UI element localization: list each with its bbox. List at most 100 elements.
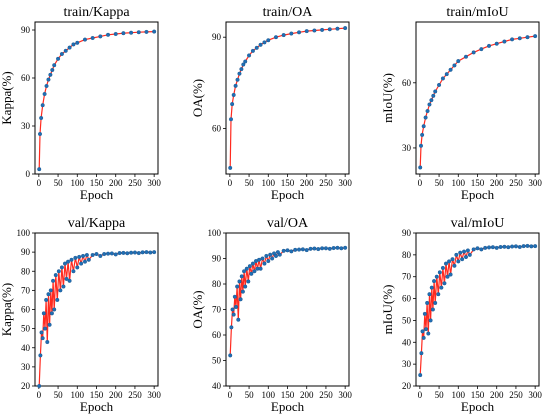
data-point (244, 266, 249, 271)
data-point (50, 67, 55, 72)
data-point (64, 276, 69, 281)
chart-panel-5: val/mIoU Epoch mIoU(%) 0 50 100 150 200 250 300 20… (380, 216, 542, 414)
data-point (231, 312, 236, 317)
data-point (327, 27, 332, 32)
data-point (52, 307, 57, 312)
data-point (46, 77, 51, 82)
chart-panel-2: train/mIoU Epoch mIoU(%) 0 50 100 150 200 250 300… (380, 5, 542, 202)
chart-title: train/OA (263, 5, 314, 20)
y-tick-label: 90 (21, 247, 31, 257)
data-point (243, 284, 248, 289)
chart-title: val/Kappa (68, 216, 126, 231)
y-tick-label: 60 (402, 78, 412, 88)
data-point (75, 265, 80, 270)
data-point (422, 311, 427, 316)
data-point (343, 245, 348, 250)
x-tick-label: 100 (262, 178, 276, 188)
data-point (320, 246, 325, 251)
x-tick-label: 250 (319, 390, 333, 400)
data-point (452, 63, 457, 68)
data-point (454, 252, 459, 257)
data-point (45, 340, 50, 345)
data-point (297, 247, 302, 252)
data-point (94, 252, 99, 257)
data-point (297, 30, 302, 35)
data-point (82, 259, 87, 264)
data-point (42, 326, 47, 331)
y-tick-label: 30 (402, 143, 412, 153)
data-point (498, 244, 503, 249)
data-point (37, 167, 42, 172)
x-tick-label: 100 (452, 390, 466, 400)
y-tick-label: 60 (402, 294, 412, 304)
y-axis-label: mIoU(%) (380, 285, 395, 335)
data-point (55, 297, 60, 302)
data-point (467, 252, 472, 257)
data-point (456, 59, 461, 64)
data-point (39, 115, 44, 120)
data-point (502, 39, 507, 44)
data-point (125, 251, 130, 256)
data-point (61, 284, 66, 289)
y-tick-label: 20 (21, 381, 31, 391)
y-tick-label: 80 (21, 266, 31, 276)
y-tick-label: 60 (212, 123, 222, 133)
data-point (117, 251, 122, 256)
data-point (250, 261, 255, 266)
data-point (433, 300, 438, 305)
data-point (242, 269, 247, 274)
chart-title: train/Kappa (63, 5, 130, 20)
data-point (144, 250, 149, 255)
data-point (268, 252, 273, 257)
x-axis-label: Epoch (271, 399, 305, 414)
data-point (429, 98, 434, 103)
x-tick-label: 200 (490, 178, 504, 188)
data-point (102, 252, 107, 257)
data-point (84, 252, 89, 257)
data-point (98, 34, 103, 39)
data-point (529, 244, 534, 249)
data-point (132, 250, 137, 255)
data-point (428, 318, 433, 323)
data-point (62, 261, 67, 266)
data-point (525, 35, 530, 40)
data-point (52, 63, 57, 68)
data-point (37, 384, 42, 389)
data-point (434, 274, 439, 279)
data-point (456, 259, 461, 264)
data-point (281, 33, 286, 38)
data-point (109, 251, 114, 256)
chart-panel-3: val/Kappa Epoch Kappa(%) 0 50 100 150 200 250 300… (0, 216, 161, 414)
data-point (421, 124, 426, 129)
y-tick-label: 70 (212, 305, 222, 315)
x-axis-label: Epoch (80, 399, 114, 414)
data-point (106, 32, 111, 37)
data-point (270, 256, 275, 261)
data-point (40, 336, 45, 341)
y-tick-label: 70 (21, 285, 31, 295)
x-tick-label: 300 (528, 178, 542, 188)
data-point (66, 259, 71, 264)
x-tick-label: 150 (90, 390, 104, 400)
x-tick-label: 100 (71, 390, 85, 400)
data-point (75, 40, 80, 45)
data-point (58, 288, 63, 293)
data-point (458, 250, 463, 255)
x-tick-label: 0 (228, 178, 233, 188)
x-tick-label: 50 (435, 390, 445, 400)
data-point (46, 292, 51, 297)
data-point (421, 335, 426, 340)
data-point (487, 245, 492, 250)
data-point (67, 278, 72, 283)
data-point (63, 48, 68, 53)
x-tick-label: 50 (245, 390, 255, 400)
chart-title: train/mIoU (446, 5, 508, 20)
data-point (335, 245, 340, 250)
data-point (264, 253, 269, 258)
x-tick-label: 50 (54, 178, 64, 188)
x-tick-label: 100 (71, 178, 85, 188)
data-point (249, 271, 254, 276)
data-point (228, 117, 233, 122)
data-point (439, 285, 444, 290)
